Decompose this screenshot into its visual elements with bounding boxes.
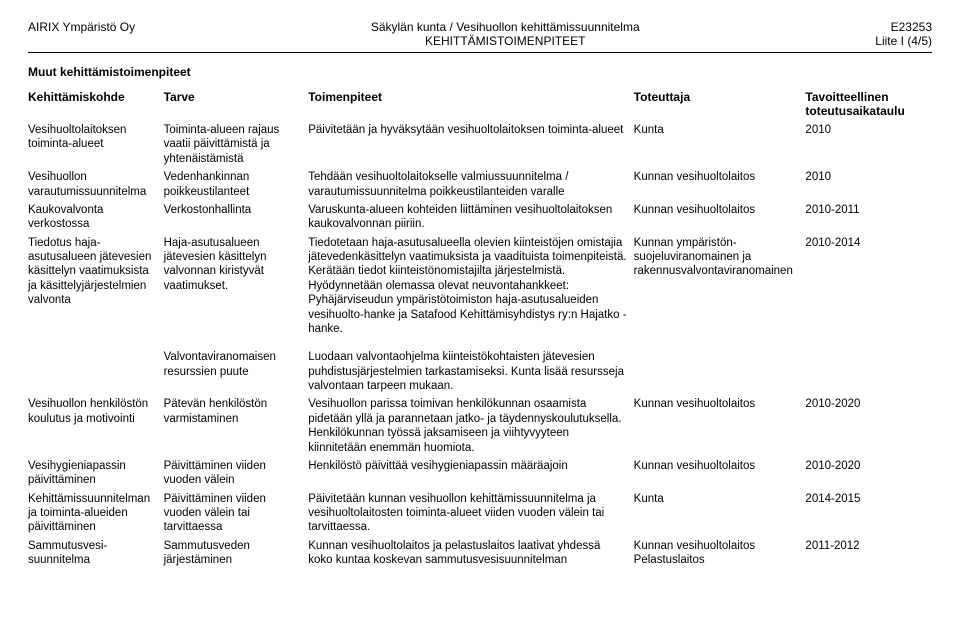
cell-toteut: Kunta: [634, 121, 806, 168]
header-right-line2: Liite I (4/5): [875, 34, 932, 48]
cell-toteut: Kunnan vesihuoltolaitos: [634, 168, 806, 201]
cell-tarve: Valvontaviranomaisen resurssien puute: [164, 338, 309, 395]
cell-toteut: Kunnan ympäristön­suojeluviranomainen ja…: [634, 234, 806, 339]
cell-tavoite: [805, 338, 932, 395]
cell-tarve: Pätevän henkilöstön varmistaminen: [164, 395, 309, 457]
cell-toimen: Henkilöstö päivittää vesihygieniapassin …: [308, 457, 633, 490]
table-row: Sammutusvesi­suunnitelma Sammutusveden j…: [28, 537, 932, 570]
header-center-line2: KEHITTÄMISTOIMENPITEET: [425, 34, 585, 48]
col-toteuttaja: Toteuttaja: [634, 87, 806, 121]
cell-toimen: Vesihuollon parissa toimivan henkilökunn…: [308, 395, 633, 457]
cell-kohde: Vesihuoltolaitoksen toiminta-alueet: [28, 121, 164, 168]
table-row: Vesihygieniapassin päivittäminen Päivitt…: [28, 457, 932, 490]
cell-tavoite: 2010-2011: [805, 201, 932, 234]
col-kehittamiskohde: Kehittämiskohde: [28, 87, 164, 121]
cell-tarve: Päivittäminen viiden vuoden välein: [164, 457, 309, 490]
cell-tarve: Toiminta-alueen rajaus vaatii päivittämi…: [164, 121, 309, 168]
cell-kohde: Vesihygieniapassin päivittäminen: [28, 457, 164, 490]
cell-kohde: Tiedotus haja-asutusalueen jätevesien kä…: [28, 234, 164, 339]
cell-tarve: Verkostonhallinta: [164, 201, 309, 234]
header-right: E23253 Liite I (4/5): [875, 20, 932, 48]
cell-tarve: Sammutusveden järjestäminen: [164, 537, 309, 570]
cell-kohde: Kehittämissuunnitelman ja toiminta-aluei…: [28, 490, 164, 537]
cell-kohde: Vesihuollon henkilöstön koulutus ja moti…: [28, 395, 164, 457]
cell-toteut: Kunnan vesihuoltolaitos Pelastuslaitos: [634, 537, 806, 570]
table-header-row: Kehittämiskohde Tarve Toimenpiteet Toteu…: [28, 87, 932, 121]
cell-toimen: Varuskunta-alueen kohteiden liittäminen …: [308, 201, 633, 234]
cell-tavoite: 2010-2014: [805, 234, 932, 339]
cell-tavoite: 2010-2020: [805, 395, 932, 457]
cell-toimen: Tehdään vesihuoltolaitokselle valmiussuu…: [308, 168, 633, 201]
table-row: Tiedotus haja-asutusalueen jätevesien kä…: [28, 234, 932, 339]
table-row: Vesihuollon henkilöstön koulutus ja moti…: [28, 395, 932, 457]
col-tavoite: Tavoitteellinen toteutusai­kataulu: [805, 87, 932, 121]
cell-toteut: Kunnan vesihuoltolaitos: [634, 395, 806, 457]
table-row: Valvontaviranomaisen resurssien puute Lu…: [28, 338, 932, 395]
cell-tarve: Vedenhankinnan poikkeustilanteet: [164, 168, 309, 201]
cell-toimen: Päivitetään kunnan vesihuollon kehittämi…: [308, 490, 633, 537]
cell-toteut: Kunnan vesihuoltolaitos: [634, 457, 806, 490]
cell-tavoite: 2010: [805, 121, 932, 168]
table-row: Vesihuoltolaitoksen toiminta-alueet Toim…: [28, 121, 932, 168]
cell-toteut: [634, 338, 806, 395]
table-row: Kaukovalvonta verkostossa Verkostonhalli…: [28, 201, 932, 234]
header-center: Säkylän kunta / Vesihuollon kehittämissu…: [135, 20, 875, 48]
header-center-line1: Säkylän kunta / Vesihuollon kehittämissu…: [371, 20, 640, 34]
section-title: Muut kehittämistoimenpiteet: [28, 65, 932, 79]
cell-tarve: Päivittäminen viiden vuoden välein tai t…: [164, 490, 309, 537]
header-divider: [28, 52, 932, 53]
cell-tarve: Haja-asutusalueen jätevesien käsittelyn …: [164, 234, 309, 339]
cell-tavoite: 2014-2015: [805, 490, 932, 537]
development-table: Kehittämiskohde Tarve Toimenpiteet Toteu…: [28, 87, 932, 570]
cell-toteut: Kunta: [634, 490, 806, 537]
page-header: AIRIX Ympäristö Oy Säkylän kunta / Vesih…: [28, 20, 932, 48]
header-right-line1: E23253: [891, 20, 932, 34]
col-tarve: Tarve: [164, 87, 309, 121]
cell-kohde: Kaukovalvonta verkostossa: [28, 201, 164, 234]
cell-kohde: Sammutusvesi­suunnitelma: [28, 537, 164, 570]
cell-tavoite: 2011-2012: [805, 537, 932, 570]
cell-kohde: [28, 338, 164, 395]
table-row: Kehittämissuunnitelman ja toiminta-aluei…: [28, 490, 932, 537]
cell-toimen: Tiedotetaan haja-asutusalueella olevien …: [308, 234, 633, 339]
cell-tavoite: 2010-2020: [805, 457, 932, 490]
cell-kohde: Vesihuollon varautumissuunnitelma: [28, 168, 164, 201]
cell-toimen: Päivitetään ja hyväksytään vesihuoltolai…: [308, 121, 633, 168]
cell-tavoite: 2010: [805, 168, 932, 201]
cell-toteut: Kunnan vesihuoltolaitos: [634, 201, 806, 234]
col-toimenpiteet: Toimenpiteet: [308, 87, 633, 121]
header-left: AIRIX Ympäristö Oy: [28, 20, 135, 48]
table-row: Vesihuollon varautumissuunnitelma Vedenh…: [28, 168, 932, 201]
cell-toimen: Luodaan valvontaohjelma kiinteistökohtai…: [308, 338, 633, 395]
cell-toimen: Kunnan vesihuoltolaitos ja pelastuslaito…: [308, 537, 633, 570]
